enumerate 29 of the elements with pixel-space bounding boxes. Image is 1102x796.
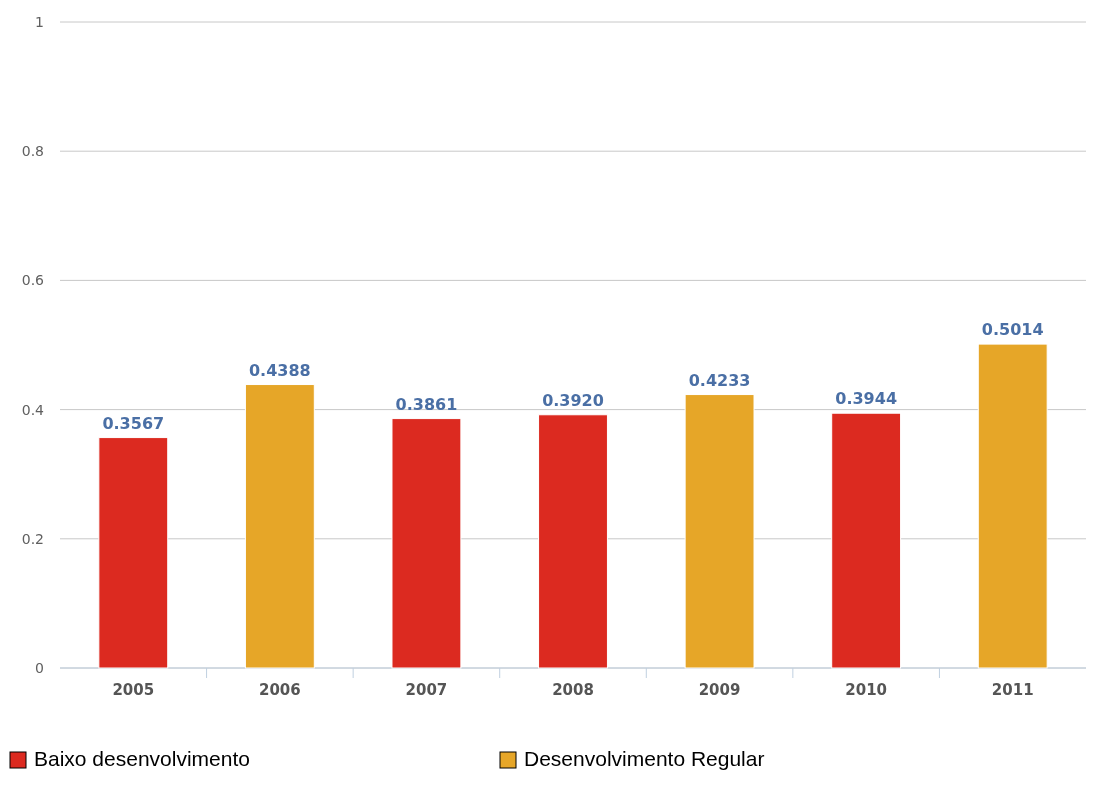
x-tick-label: 2006 [258,681,301,699]
legend-label: Desenvolvimento Regular [524,747,765,770]
x-tick-label: 2008 [552,681,594,699]
legend-label: Baixo desenvolvimento [34,747,250,770]
y-tick-label: 0.8 [21,143,44,160]
bar [391,418,462,669]
data-label: 0.3861 [395,394,458,414]
bar [538,414,608,669]
bar [831,412,902,669]
y-tick-label: 0 [35,659,44,676]
bar [684,394,755,669]
x-tick-label: 2009 [698,681,741,699]
data-label: 0.4233 [688,370,751,390]
data-label: 0.3944 [835,389,898,409]
data-label: 0.4388 [248,360,311,380]
bar [244,384,315,669]
y-tick-label: 1 [35,13,44,30]
x-tick-label: 2005 [112,681,155,699]
data-label: 0.5014 [981,320,1044,340]
x-tick-label: 2011 [991,681,1034,699]
data-label: 0.3567 [102,413,165,433]
x-tick-label: 2010 [845,681,888,699]
bar [98,437,169,669]
y-tick-label: 0.2 [21,530,44,547]
data-label: 0.3920 [542,390,604,410]
bar [977,343,1048,669]
y-tick-label: 0.6 [21,272,45,289]
x-tick-label: 2007 [405,681,448,699]
y-tick-label: 0.4 [21,401,45,418]
